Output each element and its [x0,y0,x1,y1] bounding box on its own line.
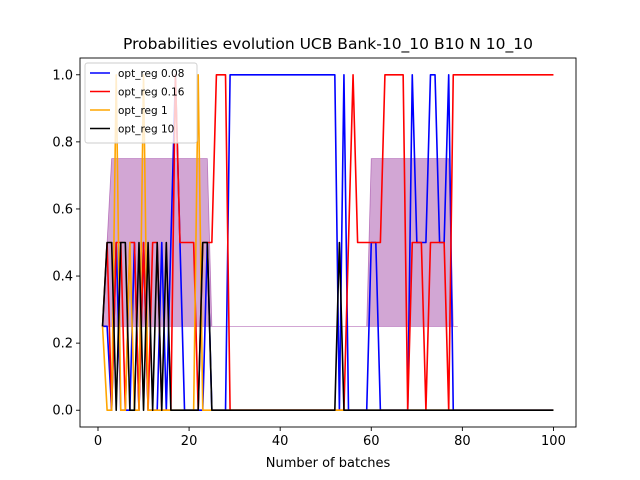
legend-box [84,62,198,144]
x-tick-label: 60 [363,434,380,449]
x-tick-label: 20 [181,434,198,449]
legend: opt_reg 0.08 opt_reg 0.16 opt_reg 1 opt_reg… [84,62,198,144]
y-tick-label: 0.2 [52,337,73,352]
y-tick-label: 0.6 [52,202,73,217]
x-tick-label: 0 [94,434,102,449]
legend-label: opt_reg 0.16 [118,86,185,98]
x-tick-label: 100 [541,434,566,449]
y-tick-label: 1.0 [52,68,73,83]
y-tick-label: 0.8 [52,135,73,150]
x-tick-label: 80 [454,434,471,449]
series-line-opt-reg-10 [101,241,554,412]
x-tick-label: 40 [272,434,289,449]
legend-label: opt_reg 1 [118,105,168,117]
y-tick-label: 0.4 [52,270,73,285]
plot-area: 0 20 40 60 80 100 0.0 0.2 0.4 0.6 0.8 1.0 [52,57,577,449]
x-axis-label: Number of batches [266,456,391,471]
confidence-band [102,158,458,327]
series-line-opt-reg-1 [101,73,554,412]
legend-label: opt_reg 10 [118,123,174,135]
chart-title: Probabilities evolution UCB Bank-10_10 B… [123,35,533,54]
axes-frame [79,57,577,428]
y-tick-label: 0.0 [52,404,73,419]
legend-label: opt_reg 0.08 [118,68,184,80]
